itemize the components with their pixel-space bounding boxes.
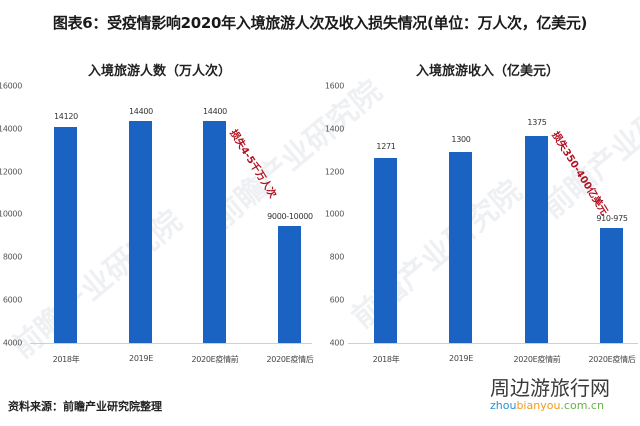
x-category-label: 2019E — [129, 354, 153, 363]
site-watermark: 周边游旅行网 zhoubianyou.com.cn — [490, 377, 610, 412]
bar-value-label: 1271 — [376, 142, 396, 151]
y-tick: 16000 — [0, 81, 22, 91]
site-name: 周边游旅行网 — [490, 376, 610, 400]
y-tick: 800 — [329, 252, 345, 262]
loss-annotation: 损失4-5千万人次 — [227, 128, 278, 201]
chart-title: 入境旅游收入（亿美元） — [416, 64, 560, 79]
chart-title: 入境旅游人数（万人次） — [88, 64, 232, 79]
site-url: zhoubianyou.com.cn — [490, 399, 610, 412]
bar — [54, 127, 77, 343]
bar-value-label: 1300 — [451, 135, 471, 144]
x-category-label: 2020E疫情前 — [513, 355, 561, 364]
y-tick: 6000 — [2, 295, 22, 305]
x-axis-line — [348, 343, 638, 344]
y-tick: 400 — [329, 338, 345, 348]
y-tick: 4000 — [2, 338, 22, 348]
y-tick: 10000 — [0, 209, 22, 219]
x-axis-line — [30, 343, 312, 344]
site-url-part: zhou — [490, 399, 517, 412]
loss-annotation: 损失350-400亿美元 — [549, 130, 610, 218]
bar — [449, 152, 472, 343]
bar-value-label: 14400 — [203, 107, 227, 116]
y-tick: 14000 — [0, 124, 22, 134]
x-category-label: 2020E疫情后 — [266, 355, 314, 364]
bar-value-label: 910-975 — [596, 214, 628, 223]
y-tick: 12000 — [0, 167, 22, 177]
y-tick: 1400 — [324, 124, 344, 134]
source-note: 资料来源：前瞻产业研究院整理 — [8, 400, 162, 413]
bar-value-label: 14120 — [54, 112, 78, 121]
y-tick: 1000 — [324, 209, 344, 219]
bar-value-label: 14400 — [129, 107, 153, 116]
y-tick: 600 — [329, 295, 345, 305]
bar — [600, 228, 623, 343]
x-category-label: 2020E疫情后 — [588, 355, 636, 364]
y-tick: 1200 — [324, 167, 344, 177]
y-tick: 8000 — [2, 252, 22, 262]
bar-value-label: 1375 — [527, 118, 547, 127]
chart-inbound-visitors: 入境旅游人数（万人次） 16000 14000 12000 10000 8000… — [0, 0, 320, 380]
chart-inbound-revenue: 入境旅游收入（亿美元） 1600 1400 1200 1000 800 600 … — [320, 0, 640, 380]
x-category-label: 2019E — [449, 354, 473, 363]
bar — [374, 158, 397, 343]
site-url-part: .com.cn — [560, 399, 604, 412]
bar — [278, 226, 301, 343]
bar-value-label: 9000-10000 — [267, 212, 313, 221]
x-category-label: 2018年 — [372, 355, 400, 364]
y-tick: 1600 — [324, 81, 344, 91]
site-url-part: bianyou — [516, 399, 561, 412]
x-category-label: 2018年 — [52, 355, 80, 364]
bar — [203, 121, 226, 343]
bar — [525, 136, 548, 343]
x-category-label: 2020E疫情前 — [191, 355, 239, 364]
bar — [129, 121, 152, 343]
figure-title: 图表6：受疫情影响2020年入境旅游人次及收入损失情况(单位：万人次，亿美元) — [52, 14, 588, 32]
